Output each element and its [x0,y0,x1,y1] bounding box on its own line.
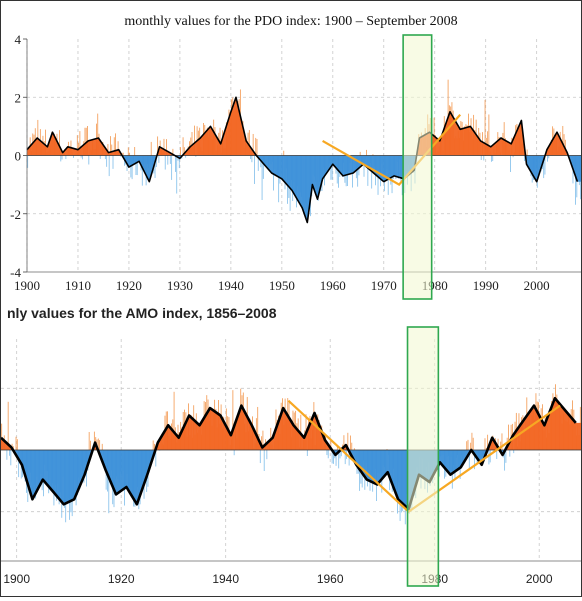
pdo-y-tick-label-0: -4 [10,265,21,280]
amo-x-tick-label-5: 2000 [526,572,553,586]
pdo-y-tick-label-2: 0 [15,149,22,164]
pdo-panel: 1900 1910 1920 1930 1940 1950 1960 1970 1980 1990… [10,14,582,293]
pdo-x-tick-label-6: 1960 [320,278,346,293]
pdo-x-tick-label-9: 1990 [473,278,499,293]
amo-x-tick-label-1: 1920 [108,572,135,586]
pdo-highlight-band [402,34,433,300]
pdo-x-tick-label-5: 1950 [269,278,295,293]
amo-negative-area [1,450,581,510]
amo-x-tick-label-2: 1940 [212,572,239,586]
pdo-y-tick-label-4: 4 [15,32,22,47]
pdo-x-tick-label-4: 1940 [218,278,244,293]
pdo-negative-area [27,155,581,223]
pdo-y-tick-label-3: 2 [15,90,22,105]
amo-axes: 190019201940196019802000 [1,560,581,586]
amo-positive-area [1,398,581,450]
pdo-smoothed-line [26,96,579,224]
pdo-x-tick-label-0: 1900 [14,278,40,293]
pdo-y-tick-label-1: -2 [10,207,21,222]
pdo-trend-line [322,113,462,187]
amo-x-tick-label-0: 1900 [3,572,30,586]
pdo-x-tick-label-2: 1920 [116,278,142,293]
pdo-positive-area [27,97,581,156]
pdo-x-tick-label-10: 2000 [524,278,550,293]
pdo-title: monthly values for the PDO index: 1900 –… [124,14,457,29]
amo-x-tick-label-3: 1960 [317,572,344,586]
amo-panel: 190019201940196019802000 nly values for … [0,305,581,586]
pdo-axes: 1900 1910 1920 1930 1940 1950 1960 1970 1980 1990… [10,32,581,293]
pdo-x-tick-label-1: 1910 [65,278,91,293]
pdo-x-tick-label-7: 1970 [371,278,397,293]
pdo-x-tick-label-3: 1930 [167,278,193,293]
amo-highlight-band [406,326,440,587]
amo-title: nly values for the AMO index, 1856–2008 [7,305,277,321]
